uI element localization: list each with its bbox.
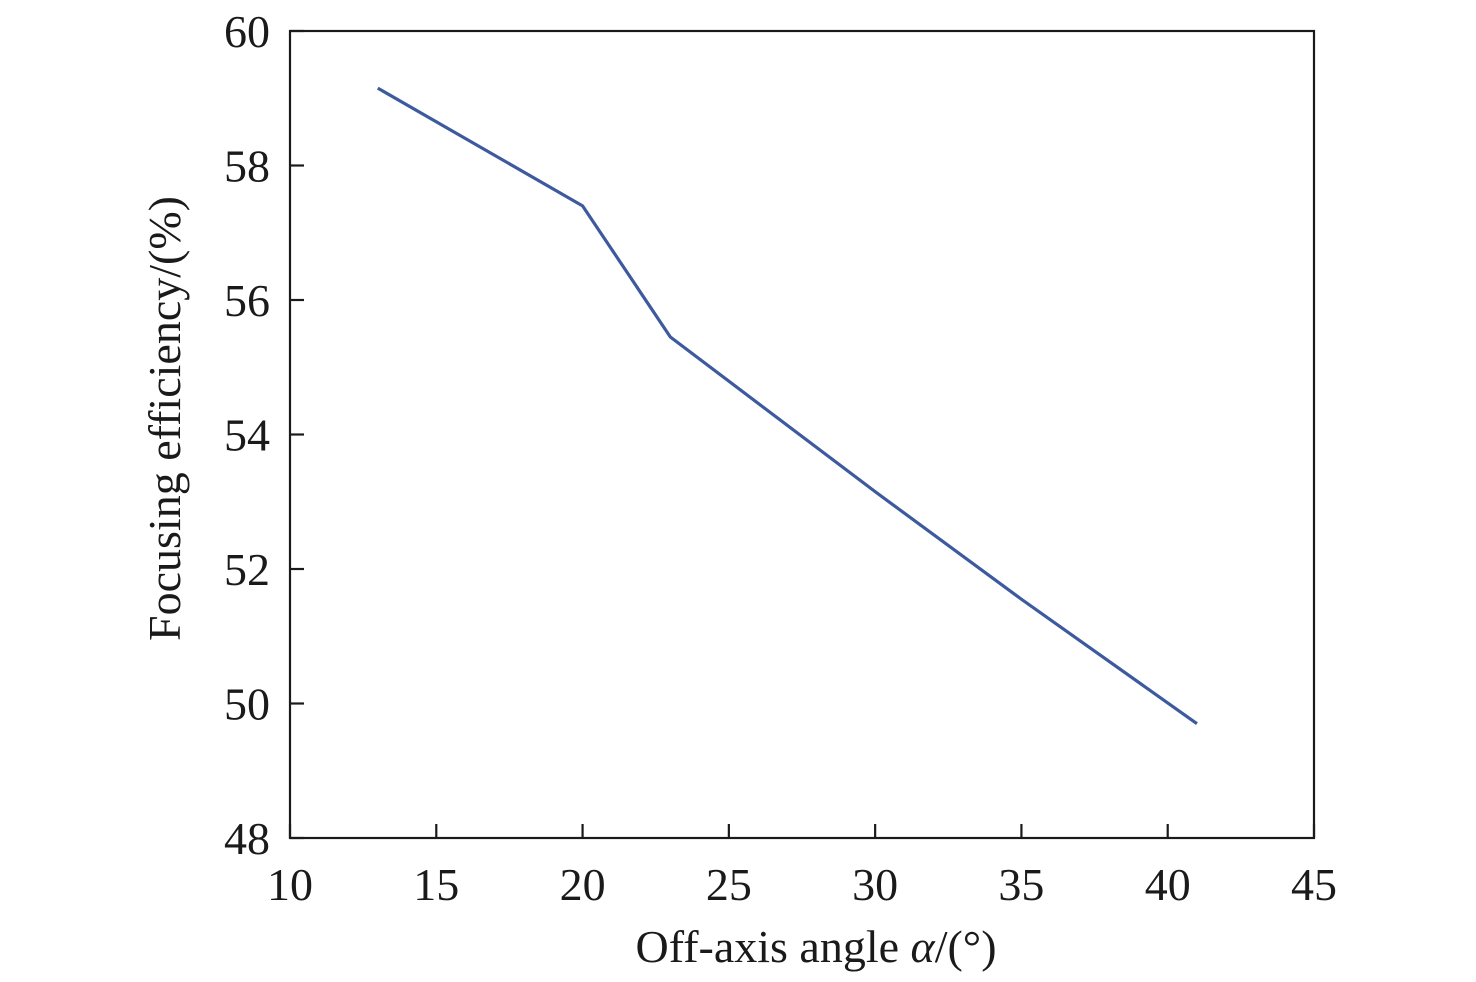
y-axis-title: Focusing efficiency/(%): [139, 196, 190, 641]
y-tick-label: 48: [224, 813, 270, 864]
y-tick-label: 54: [224, 410, 270, 461]
x-tick-label: 45: [1291, 859, 1337, 910]
y-tick-label: 52: [224, 544, 270, 595]
x-tick-label: 35: [998, 859, 1044, 910]
x-tick-label: 30: [852, 859, 898, 910]
x-axis-title: Off-axis angle α/(°): [635, 921, 996, 972]
y-tick-label: 58: [224, 141, 270, 192]
y-tick-label: 60: [224, 6, 270, 57]
series-line: [376, 86, 1198, 725]
x-axis-title-symbol: α: [911, 921, 936, 972]
x-tick-label: 25: [706, 859, 752, 910]
x-axis-title-main: Off-axis angle: [635, 921, 910, 972]
y-tick-label: 50: [224, 679, 270, 730]
x-tick-label: 20: [560, 859, 606, 910]
x-tick-label: 10: [267, 859, 313, 910]
x-tick-label: 15: [413, 859, 459, 910]
tick-labels: 10 15 20 25 30 35 40 45 48 50 52 54 56 58 60: [224, 6, 1337, 910]
series-layer: [376, 86, 1198, 725]
x-tick-label: 40: [1145, 859, 1191, 910]
axis-ticks: [288, 29, 1316, 840]
x-axis-title-unit: /(°): [935, 921, 997, 972]
plot-frame: [288, 29, 1316, 840]
y-tick-label: 56: [224, 275, 270, 326]
